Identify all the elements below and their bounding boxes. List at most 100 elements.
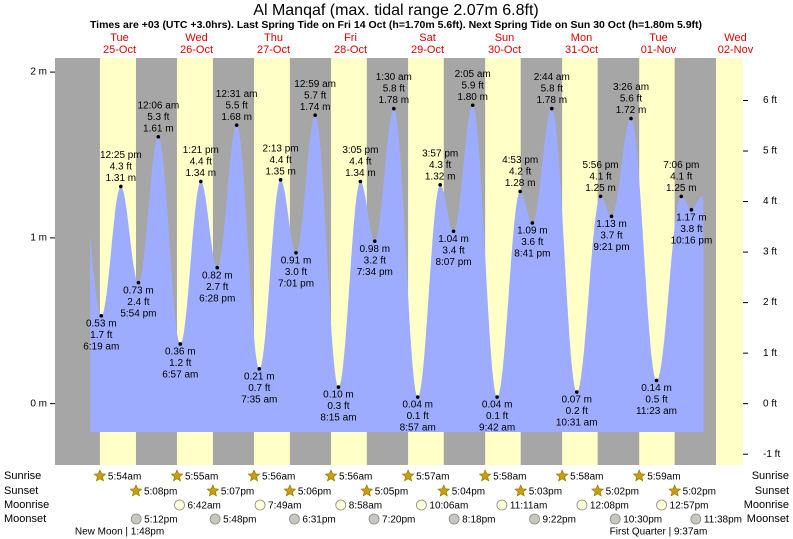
sunset-time: 5:06pm <box>298 487 331 498</box>
tide-point <box>156 134 161 139</box>
tide-label: 1.78 m <box>536 95 567 106</box>
tide-label: 0.5 ft <box>645 395 667 406</box>
tide-label: 4.3 ft <box>429 160 451 171</box>
tide-label: 0.21 m <box>244 371 275 382</box>
sunset-time: 5:02pm <box>606 487 639 498</box>
y2-tick-label: -1 ft <box>763 449 780 460</box>
sunset-icon <box>283 484 297 497</box>
tide-label: 1.13 m <box>596 219 627 230</box>
day-weekday: Wed <box>724 32 746 44</box>
tide-label: 10:31 am <box>556 418 598 429</box>
sunset-time: 5:05pm <box>375 487 408 498</box>
tide-label: 0.82 m <box>202 270 233 281</box>
sunrise-icon <box>478 469 492 482</box>
sunrise-time: 5:56am <box>262 472 295 483</box>
tide-point <box>136 280 141 285</box>
tide-label: 0.07 m <box>561 395 592 406</box>
tide-label: 1.28 m <box>505 178 536 189</box>
sunset-time: 5:03pm <box>529 487 562 498</box>
moonset-icon <box>130 513 142 525</box>
tide-label: 4.3 ft <box>110 162 132 173</box>
moonrise-icon <box>416 499 427 511</box>
moonrise-icon <box>174 499 185 511</box>
tide-point <box>451 229 456 234</box>
moonrise-icon <box>254 499 266 511</box>
tide-label: 6:57 am <box>162 370 198 381</box>
tide-point <box>679 194 684 199</box>
tide-label: 8:57 am <box>400 423 436 434</box>
row-label: Sunset <box>4 485 38 497</box>
daylight-band <box>716 58 743 465</box>
tide-label: 1.34 m <box>345 168 376 179</box>
tide-point <box>549 106 554 111</box>
tide-point <box>609 214 614 219</box>
sunset-time: 5:08pm <box>144 487 177 498</box>
tide-label: 12:25 pm <box>100 150 142 161</box>
sunset-icon <box>437 484 451 497</box>
tide-point <box>99 313 104 318</box>
chart-title: Al Manqaf (max. tidal range 2.07m 6.8ft) <box>253 2 538 19</box>
tide-label: 1:30 am <box>376 72 412 83</box>
chart-subtitle: Times are +03 (UTC +3.0hrs). Last Spring… <box>90 19 702 31</box>
tide-label: 8:15 am <box>320 413 356 424</box>
y2-tick-label: 1 ft <box>763 348 777 359</box>
sunrise-time: 5:59am <box>647 472 680 483</box>
tide-label: 1.80 m <box>457 92 488 103</box>
tide-point <box>178 342 183 346</box>
day-weekday: Tue <box>110 32 129 44</box>
tide-label: 3:57 pm <box>422 148 458 159</box>
tide-label: 8:07 pm <box>435 257 471 268</box>
tide-label: 8:41 pm <box>514 249 550 260</box>
tide-label: 2.4 ft <box>127 297 149 308</box>
tide-label: 6:28 pm <box>199 293 235 304</box>
tide-label: 1.17 m <box>676 212 707 223</box>
tide-label: 1.04 m <box>438 234 469 245</box>
sunset-icon <box>514 484 528 497</box>
tide-label: 0.73 m <box>123 285 154 296</box>
tide-label: 2:13 pm <box>263 143 299 154</box>
moonrise-time: 6:42am <box>187 501 220 512</box>
tide-label: 9:21 pm <box>593 242 629 253</box>
tide-label: 0.91 m <box>281 255 312 266</box>
day-weekday: Wed <box>185 32 207 44</box>
sunrise-icon <box>170 469 184 482</box>
y2-tick-label: 0 ft <box>763 398 777 409</box>
day-weekday: Mon <box>571 32 592 44</box>
y-tick-label: 2 m <box>30 67 47 78</box>
tide-label: 3.8 ft <box>680 224 702 235</box>
tide-label: 0.1 ft <box>486 411 508 422</box>
day-date: 02-Nov <box>718 44 754 56</box>
tide-label: 4.4 ft <box>190 157 212 168</box>
moon-phase: New Moon | 1:48pm <box>75 527 164 538</box>
day-date: 31-Oct <box>565 44 598 56</box>
tide-label: 3.7 ft <box>600 230 622 241</box>
sunrise-time: 5:58am <box>493 472 526 483</box>
tide-point <box>199 179 203 184</box>
sunset-icon <box>206 484 220 497</box>
moonset-time: 5:48pm <box>223 515 256 526</box>
tide-label: 0.14 m <box>641 383 672 394</box>
tide-point <box>392 106 396 111</box>
tide-label: 4.4 ft <box>349 157 371 168</box>
sunrise-time: 5:55am <box>185 472 218 483</box>
tide-label: 1.78 m <box>379 95 410 106</box>
row-label: Moonrise <box>744 499 789 511</box>
sunrise-icon <box>324 469 338 482</box>
tide-label: 3:26 am <box>613 82 649 93</box>
moonset-icon <box>368 513 380 525</box>
tide-label: 5.6 ft <box>620 94 642 105</box>
moonrise-time: 12:57pm <box>670 501 709 512</box>
day-weekday: Thu <box>264 32 283 44</box>
sunset-time: 5:04pm <box>452 487 485 498</box>
sunset-icon <box>591 484 605 497</box>
moonrise-time: 7:49am <box>268 501 301 512</box>
day-weekday: Sun <box>495 32 515 44</box>
tide-label: 3.6 ft <box>521 237 543 248</box>
tide-label: 4.2 ft <box>509 167 531 178</box>
sunrise-time: 5:57am <box>416 472 449 483</box>
tide-label: 1:21 pm <box>183 145 219 156</box>
day-date: 29-Oct <box>411 44 444 56</box>
day-date: 30-Oct <box>488 44 521 56</box>
moonrise-time: 12:08pm <box>590 501 629 512</box>
tide-label: 2:05 am <box>455 69 491 80</box>
